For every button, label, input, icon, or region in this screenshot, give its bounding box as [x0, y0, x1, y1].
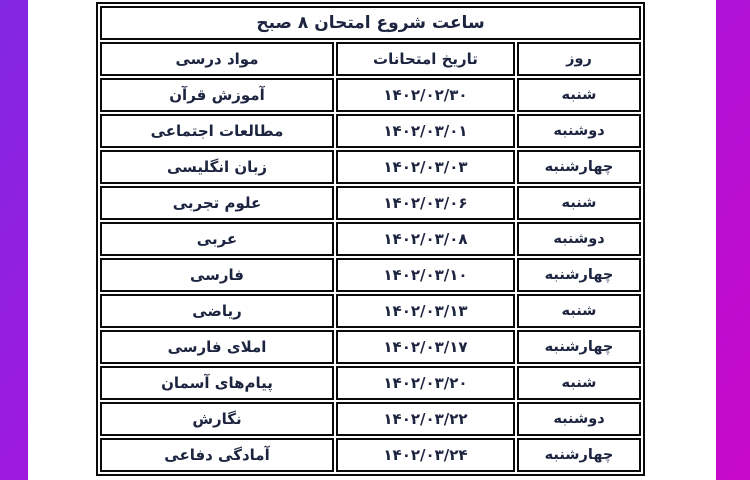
- subject-cell: مطالعات اجتماعی: [100, 114, 334, 148]
- subject-cell: عربی: [100, 222, 334, 256]
- table-row: چهارشنبه ۱۴۰۲/۰۳/۰۳ زبان انگلیسی: [100, 150, 641, 184]
- date-cell: ۱۴۰۲/۰۳/۱۰: [336, 258, 515, 292]
- subject-cell: املای فارسی: [100, 330, 334, 364]
- table-row: دوشنبه ۱۴۰۲/۰۳/۰۸ عربی: [100, 222, 641, 256]
- subject-cell: فارسی: [100, 258, 334, 292]
- subject-cell: ریاضی: [100, 294, 334, 328]
- table-row: دوشنبه ۱۴۰۲/۰۳/۲۲ نگارش: [100, 402, 641, 436]
- table-row: شنبه ۱۴۰۲/۰۳/۲۰ پیام‌های آسمان: [100, 366, 641, 400]
- date-cell: ۱۴۰۲/۰۳/۲۴: [336, 438, 515, 472]
- subject-cell: آموزش قرآن: [100, 78, 334, 112]
- table-row: چهارشنبه ۱۴۰۲/۰۳/۱۷ املای فارسی: [100, 330, 641, 364]
- day-cell: شنبه: [517, 366, 641, 400]
- date-cell: ۱۴۰۲/۰۳/۲۲: [336, 402, 515, 436]
- table-row: چهارشنبه ۱۴۰۲/۰۳/۱۰ فارسی: [100, 258, 641, 292]
- date-cell: ۱۴۰۲/۰۳/۰۳: [336, 150, 515, 184]
- date-cell: ۱۴۰۲/۰۳/۰۱: [336, 114, 515, 148]
- exam-rows: شنبه ۱۴۰۲/۰۲/۳۰ آموزش قرآن دوشنبه ۱۴۰۲/۰…: [100, 78, 641, 472]
- table-row: شنبه ۱۴۰۲/۰۳/۰۶ علوم تجربی: [100, 186, 641, 220]
- day-cell: شنبه: [517, 294, 641, 328]
- subject-cell: پیام‌های آسمان: [100, 366, 334, 400]
- column-header-subject: مواد درسی: [100, 42, 334, 76]
- day-cell: شنبه: [517, 186, 641, 220]
- date-cell: ۱۴۰۲/۰۳/۰۸: [336, 222, 515, 256]
- day-cell: دوشنبه: [517, 222, 641, 256]
- table-row: شنبه ۱۴۰۲/۰۲/۳۰ آموزش قرآن: [100, 78, 641, 112]
- column-header-date: تاریخ امتحانات: [336, 42, 515, 76]
- subject-cell: زبان انگلیسی: [100, 150, 334, 184]
- day-cell: چهارشنبه: [517, 150, 641, 184]
- exam-schedule-table: ساعت شروع امتحان ۸ صبح روز تاریخ امتحانا…: [96, 2, 645, 476]
- table-title: ساعت شروع امتحان ۸ صبح: [100, 6, 641, 40]
- subject-cell: نگارش: [100, 402, 334, 436]
- table-header-row: روز تاریخ امتحانات مواد درسی: [100, 42, 641, 76]
- date-cell: ۱۴۰۲/۰۳/۱۳: [336, 294, 515, 328]
- day-cell: دوشنبه: [517, 114, 641, 148]
- day-cell: دوشنبه: [517, 402, 641, 436]
- day-cell: چهارشنبه: [517, 258, 641, 292]
- day-cell: چهارشنبه: [517, 330, 641, 364]
- date-cell: ۱۴۰۲/۰۳/۰۶: [336, 186, 515, 220]
- day-cell: شنبه: [517, 78, 641, 112]
- day-cell: چهارشنبه: [517, 438, 641, 472]
- date-cell: ۱۴۰۲/۰۲/۳۰: [336, 78, 515, 112]
- subject-cell: آمادگی دفاعی: [100, 438, 334, 472]
- subject-cell: علوم تجربی: [100, 186, 334, 220]
- table-title-row: ساعت شروع امتحان ۸ صبح: [100, 6, 641, 40]
- table-row: دوشنبه ۱۴۰۲/۰۳/۰۱ مطالعات اجتماعی: [100, 114, 641, 148]
- date-cell: ۱۴۰۲/۰۳/۲۰: [336, 366, 515, 400]
- table-row: چهارشنبه ۱۴۰۲/۰۳/۲۴ آمادگی دفاعی: [100, 438, 641, 472]
- date-cell: ۱۴۰۲/۰۳/۱۷: [336, 330, 515, 364]
- table-row: شنبه ۱۴۰۲/۰۳/۱۳ ریاضی: [100, 294, 641, 328]
- column-header-day: روز: [517, 42, 641, 76]
